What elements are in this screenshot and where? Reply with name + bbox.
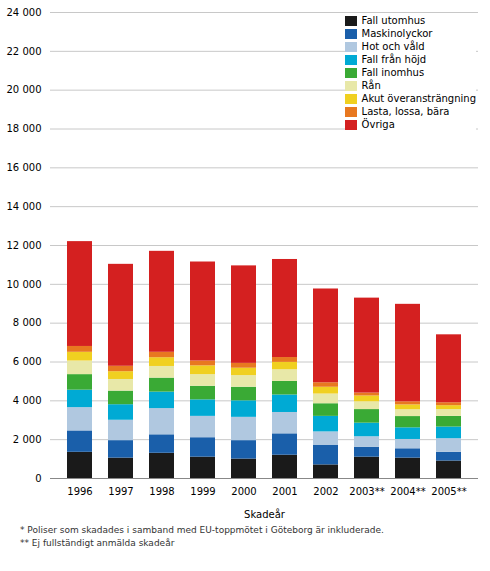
svg-text:1996: 1996 xyxy=(67,486,92,497)
svg-text:2003**: 2003** xyxy=(349,486,384,497)
svg-text:20 000: 20 000 xyxy=(7,84,42,95)
html-text:** Ej fullständigt anmälda ska: ** Ej fullständigt anmälda skadeår xyxy=(20,538,175,548)
html-text:Hot och våld: Hot och våld xyxy=(361,41,425,52)
svg-text:2000: 2000 xyxy=(231,486,256,497)
html-text:Fall inomhus: Fall inomhus xyxy=(361,67,425,78)
svg-text:1997: 1997 xyxy=(108,486,133,497)
svg-text:6 000: 6 000 xyxy=(13,356,42,367)
svg-text:2004**: 2004** xyxy=(390,486,425,497)
html-text:Lasta, lossa, bära: Lasta, lossa, bära xyxy=(361,106,450,117)
html-text:Rån: Rån xyxy=(361,80,381,91)
svg-text:4 000: 4 000 xyxy=(13,395,42,406)
html-text:* Poliser som skadades i samba: * Poliser som skadades i samband med EU-… xyxy=(20,525,384,535)
svg-text:2001: 2001 xyxy=(272,486,297,497)
svg-text:14 000: 14 000 xyxy=(7,201,42,212)
svg-text:1998: 1998 xyxy=(149,486,174,497)
svg-text:24 000: 24 000 xyxy=(7,7,42,18)
svg-text:10 000: 10 000 xyxy=(7,279,42,290)
svg-text:22 000: 22 000 xyxy=(7,46,42,57)
svg-text:12 000: 12 000 xyxy=(7,240,42,251)
svg-text:2005**: 2005** xyxy=(431,486,466,497)
html-text:Maskinolyckor: Maskinolyckor xyxy=(361,28,433,39)
svg-text:18 000: 18 000 xyxy=(7,123,42,134)
svg-text:1999: 1999 xyxy=(190,486,215,497)
html-text:Akut överansträngning: Akut överansträngning xyxy=(361,93,476,104)
svg-text:0: 0 xyxy=(35,473,41,484)
svg-text:2 000: 2 000 xyxy=(13,434,42,445)
html-text:Fall utomhus: Fall utomhus xyxy=(361,15,426,26)
html-text:Övriga: Övriga xyxy=(361,119,395,130)
svg-text:2002: 2002 xyxy=(313,486,338,497)
svg-text:16 000: 16 000 xyxy=(7,162,42,173)
svg-text:Skadeår: Skadeår xyxy=(244,508,286,520)
svg-text:8 000: 8 000 xyxy=(13,317,42,328)
html-text:Fall från höjd: Fall från höjd xyxy=(361,54,427,65)
